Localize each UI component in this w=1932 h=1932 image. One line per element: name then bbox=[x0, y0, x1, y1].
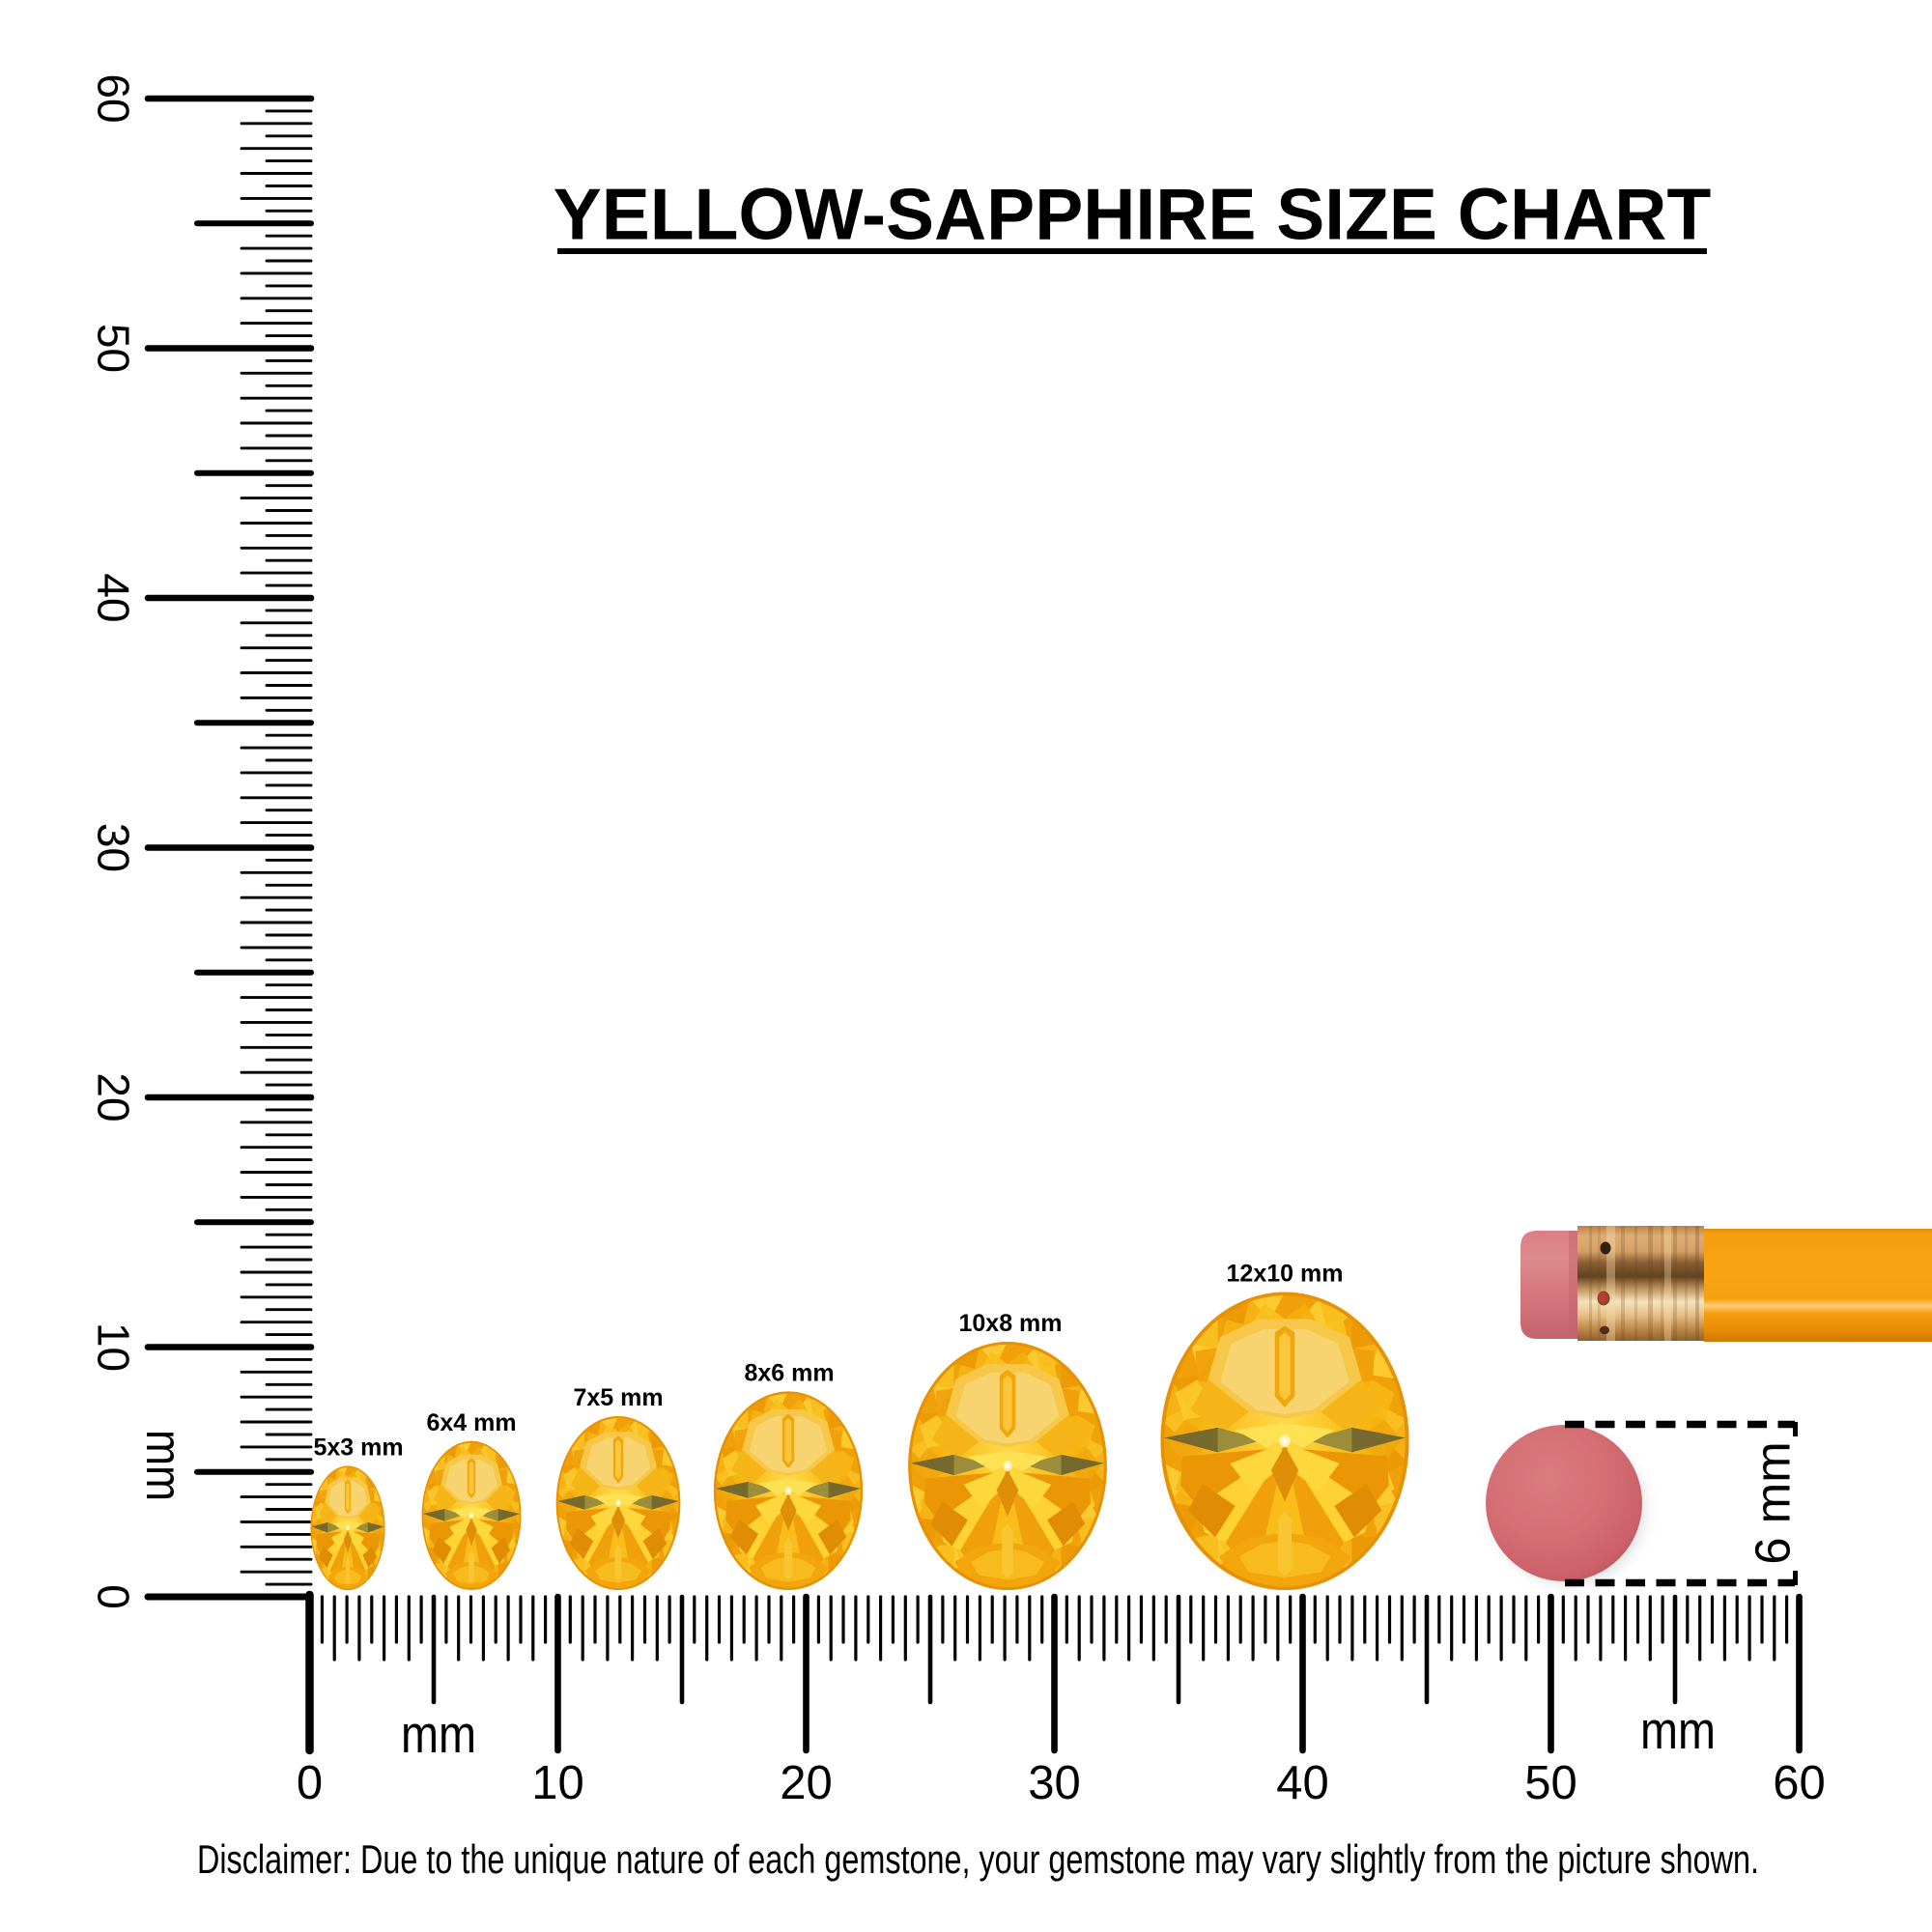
svg-text:YELLOW-SAPPHIRE SIZE CHART: YELLOW-SAPPHIRE SIZE CHART bbox=[554, 174, 1712, 255]
svg-text:60: 60 bbox=[89, 73, 139, 123]
svg-text:6 mm: 6 mm bbox=[1746, 1441, 1801, 1565]
svg-text:6x4 mm: 6x4 mm bbox=[426, 1409, 516, 1436]
svg-text:30: 30 bbox=[89, 823, 139, 872]
svg-text:10: 10 bbox=[531, 1757, 584, 1809]
svg-text:30: 30 bbox=[1028, 1757, 1081, 1809]
svg-text:60: 60 bbox=[1773, 1757, 1826, 1809]
svg-text:mm: mm bbox=[401, 1704, 476, 1764]
svg-text:40: 40 bbox=[1276, 1757, 1329, 1809]
svg-text:10x8 mm: 10x8 mm bbox=[958, 1310, 1062, 1337]
svg-text:7x5 mm: 7x5 mm bbox=[573, 1384, 663, 1411]
svg-text:mm: mm bbox=[1640, 1700, 1716, 1760]
svg-text:20: 20 bbox=[89, 1072, 139, 1122]
svg-text:40: 40 bbox=[89, 573, 139, 622]
svg-text:Disclaimer: Due to the unique: Disclaimer: Due to the unique nature of … bbox=[197, 1836, 1759, 1882]
svg-text:8x6 mm: 8x6 mm bbox=[744, 1359, 834, 1386]
svg-text:50: 50 bbox=[1524, 1757, 1577, 1809]
svg-text:20: 20 bbox=[780, 1757, 833, 1809]
svg-text:50: 50 bbox=[89, 324, 139, 373]
svg-text:5x3 mm: 5x3 mm bbox=[313, 1435, 403, 1462]
svg-text:0: 0 bbox=[297, 1757, 323, 1809]
svg-text:mm: mm bbox=[135, 1430, 191, 1501]
svg-text:0: 0 bbox=[89, 1584, 139, 1609]
svg-text:10: 10 bbox=[89, 1322, 139, 1372]
svg-text:12x10 mm: 12x10 mm bbox=[1227, 1261, 1344, 1288]
